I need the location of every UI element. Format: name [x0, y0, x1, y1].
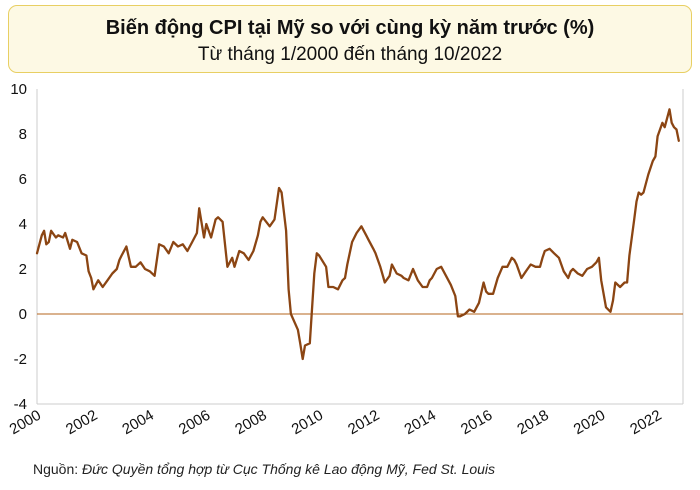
- y-tick-label: 4: [19, 216, 27, 233]
- chart-subtitle: Từ tháng 1/2000 đến tháng 10/2022: [197, 44, 503, 65]
- x-tick-label: 2014: [402, 407, 439, 438]
- x-tick-label: 2022: [627, 407, 664, 438]
- chart-title-box: Biến động CPI tại Mỹ so với cùng kỳ năm …: [8, 5, 692, 73]
- source-text: Đức Quyền tổng hợp từ Cục Thống kê Lao đ…: [82, 461, 496, 477]
- cpi-series-line: [35, 108, 680, 361]
- x-tick-label: 2008: [232, 407, 269, 438]
- x-tick-label: 2006: [176, 407, 213, 438]
- y-tick-label: 10: [10, 81, 27, 98]
- x-tick-label: 2004: [119, 407, 156, 438]
- x-tick-label: 2012: [345, 407, 382, 438]
- y-tick-label: -2: [14, 351, 27, 368]
- source-note: Nguồn: Đức Quyền tổng hợp từ Cục Thống k…: [33, 461, 495, 477]
- source-label: Nguồn:: [33, 461, 79, 477]
- x-tick-label: 2018: [514, 407, 551, 438]
- x-tick-label: 2016: [458, 407, 495, 438]
- y-tick-label: 0: [19, 306, 27, 323]
- x-tick-label: 2010: [289, 407, 326, 438]
- y-tick-label: 6: [19, 171, 27, 188]
- y-tick-label: 2: [19, 261, 27, 278]
- y-tick-label: -4: [14, 396, 27, 413]
- x-tick-label: 2020: [571, 407, 608, 438]
- x-tick-label: 2002: [63, 407, 100, 438]
- y-tick-label: 8: [19, 126, 27, 143]
- chart-title: Biến động CPI tại Mỹ so với cùng kỳ năm …: [105, 17, 595, 39]
